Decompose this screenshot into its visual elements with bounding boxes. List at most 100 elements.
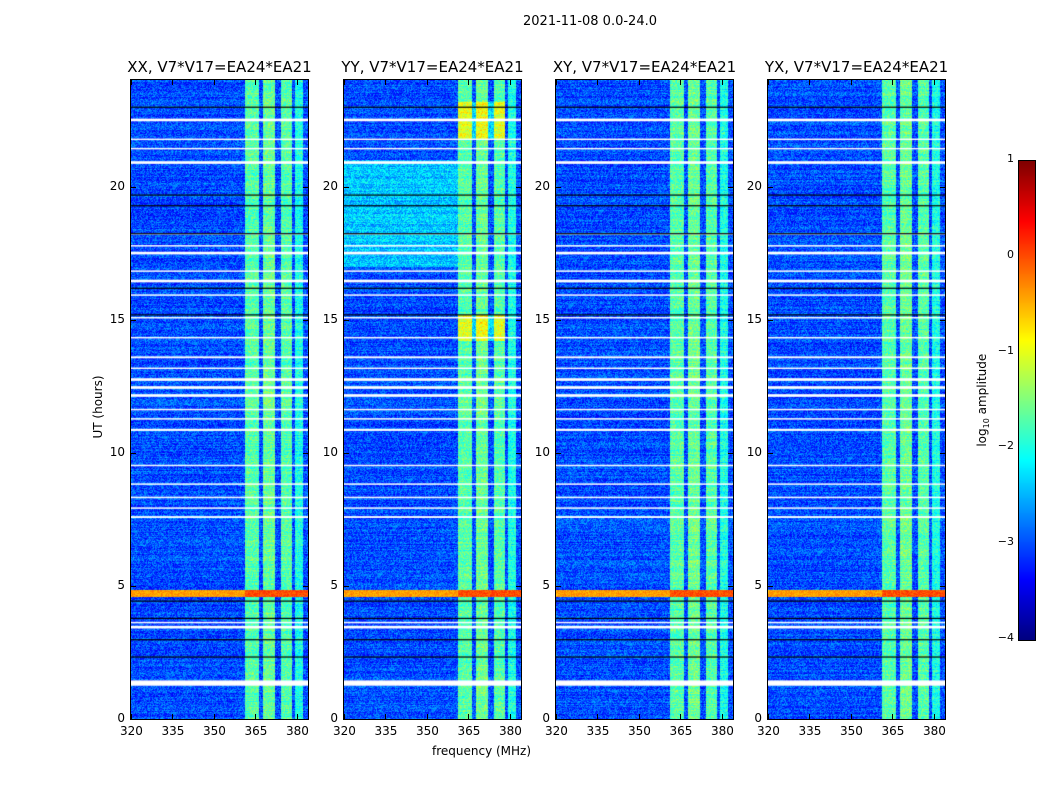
x-tick-mark (385, 714, 387, 719)
y-tick-mark (768, 186, 773, 188)
y-tick-mark (516, 186, 521, 188)
x-tick-label: 320 (333, 724, 356, 738)
y-tick-label: 0 (542, 711, 550, 725)
x-tick-label: 350 (415, 724, 439, 738)
y-tick-mark (516, 319, 521, 321)
y-tick-label: 10 (109, 444, 125, 459)
y-tick-mark (344, 585, 349, 587)
x-tick-mark (892, 80, 894, 85)
waterfall-heatmap-yy (343, 79, 522, 720)
panel-title-yx: YX, V7*V17=EA24*EA21 (764, 58, 949, 76)
y-tick-mark (344, 719, 349, 720)
x-tick-mark (850, 714, 852, 719)
x-tick-label: 320 (120, 724, 143, 738)
y-tick-mark (768, 585, 773, 587)
y-tick-label: 15 (322, 311, 338, 326)
y-tick-label: 10 (322, 444, 338, 459)
x-tick-mark (509, 80, 511, 85)
y-tick-mark (303, 585, 308, 587)
y-tick-mark (131, 452, 136, 454)
colorbar-tick-label: −4 (997, 631, 1014, 644)
y-tick-mark (303, 452, 308, 454)
y-tick-mark (516, 719, 521, 720)
x-tick-mark (213, 714, 215, 719)
x-tick-mark (850, 80, 852, 85)
x-tick-label: 350 (627, 724, 651, 738)
figure-title: 2021-11-08 0.0-24.0 (523, 14, 657, 29)
colorbar-tick-label: −2 (997, 439, 1014, 453)
x-tick-label: 380 (285, 724, 309, 738)
y-tick-mark (728, 585, 733, 587)
x-tick-mark (597, 714, 599, 719)
x-tick-label: 365 (457, 724, 481, 738)
y-tick-mark (516, 452, 521, 454)
y-tick-label: 15 (534, 311, 550, 326)
y-tick-mark (303, 319, 308, 321)
y-tick-mark (940, 585, 945, 587)
colorbar-label: log10 amplitude (974, 353, 992, 447)
x-tick-label: 365 (244, 724, 268, 738)
x-tick-mark (933, 80, 935, 85)
y-tick-mark (940, 319, 945, 321)
x-tick-mark (892, 714, 894, 719)
y-tick-mark (768, 719, 773, 720)
x-tick-label: 350 (202, 724, 226, 738)
x-tick-mark (638, 80, 640, 85)
x-tick-mark (426, 714, 428, 719)
colorbar-tick-label: 0 (1007, 247, 1014, 261)
x-tick-mark (131, 714, 132, 719)
x-tick-mark (680, 80, 682, 85)
x-tick-mark (172, 714, 174, 719)
y-tick-mark (556, 585, 561, 587)
x-tick-mark (809, 80, 811, 85)
y-tick-mark (768, 452, 773, 454)
x-tick-mark (385, 80, 387, 85)
y-tick-label: 5 (542, 577, 550, 592)
x-tick-mark (509, 714, 511, 719)
y-tick-label: 20 (746, 178, 762, 193)
y-tick-label: 5 (330, 577, 338, 592)
x-tick-mark (213, 80, 215, 85)
y-tick-label: 5 (117, 577, 125, 592)
y-tick-label: 10 (746, 444, 762, 459)
panel-title-xy: XY, V7*V17=EA24*EA21 (552, 58, 737, 76)
x-tick-label: 320 (757, 724, 780, 738)
x-tick-label: 335 (161, 724, 185, 738)
panel-title-xx: XX, V7*V17=EA24*EA21 (127, 58, 312, 76)
x-axis-label: frequency (MHz) (432, 744, 532, 758)
x-tick-mark (344, 80, 345, 85)
y-tick-mark (768, 319, 773, 321)
y-tick-mark (940, 452, 945, 454)
x-tick-mark (721, 714, 723, 719)
y-tick-mark (556, 319, 561, 321)
y-tick-mark (556, 452, 561, 454)
y-tick-mark (940, 186, 945, 188)
x-tick-label: 320 (545, 724, 568, 738)
y-tick-label: 5 (754, 577, 762, 592)
x-tick-mark (296, 80, 298, 85)
x-tick-mark (468, 714, 470, 719)
y-tick-mark (131, 719, 136, 720)
x-tick-mark (809, 714, 811, 719)
x-tick-label: 335 (374, 724, 398, 738)
colorbar-tick-label: −3 (997, 535, 1014, 549)
colorbar-tick-label: 1 (1007, 152, 1014, 165)
x-tick-mark (296, 714, 298, 719)
y-tick-mark (556, 719, 561, 720)
y-tick-mark (728, 319, 733, 321)
x-tick-mark (556, 714, 557, 719)
y-tick-mark (728, 719, 733, 720)
y-tick-mark (303, 719, 308, 720)
x-tick-mark (721, 80, 723, 85)
y-tick-mark (344, 319, 349, 321)
y-tick-label: 20 (109, 178, 125, 193)
x-tick-mark (255, 714, 257, 719)
x-tick-mark (933, 714, 935, 719)
x-tick-mark (768, 714, 769, 719)
colorbar (1018, 160, 1036, 641)
x-tick-label: 380 (710, 724, 734, 738)
y-tick-label: 0 (330, 711, 338, 725)
y-tick-label: 10 (534, 444, 550, 459)
y-tick-mark (131, 585, 136, 587)
